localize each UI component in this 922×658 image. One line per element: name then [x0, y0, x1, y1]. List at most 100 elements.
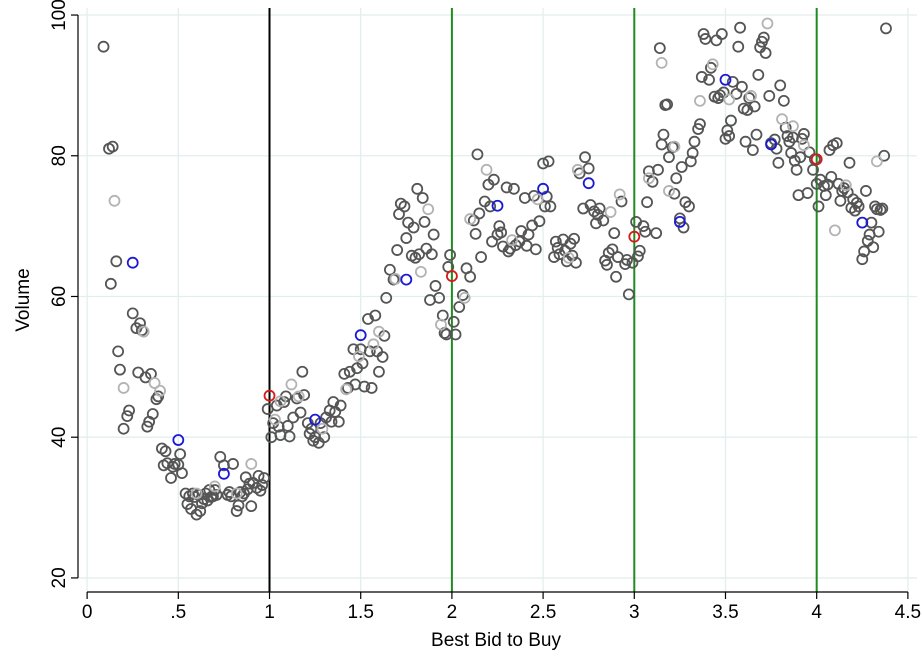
data-point-dark	[710, 34, 723, 47]
data-point-dark	[425, 248, 438, 261]
data-point-dark	[373, 365, 385, 378]
data-point-dark	[398, 200, 411, 213]
data-point-dark	[409, 251, 422, 264]
data-point-dark	[593, 202, 606, 215]
data-point-dark	[657, 128, 670, 141]
x-tick-label: 2	[447, 602, 458, 623]
data-point-light	[761, 17, 774, 30]
data-point-dark	[484, 200, 497, 213]
data-point-light	[117, 382, 130, 394]
data-point-dark	[723, 130, 736, 142]
data-point-dark	[606, 243, 619, 256]
data-point-dark	[112, 345, 125, 358]
data-point-dark	[542, 155, 555, 168]
data-point-light	[245, 458, 258, 470]
data-point-light	[668, 140, 681, 153]
axes: 0 .5 1 1.5 2 2.5 3 3.5 4 4.5 20 40 60 80 100	[49, 0, 921, 623]
data-point-dark	[750, 128, 763, 141]
data-point-light	[190, 487, 203, 500]
data-point-dark	[544, 200, 557, 213]
data-point-light	[340, 383, 353, 396]
series-dark	[97, 21, 892, 521]
data-point-dark	[819, 189, 832, 202]
data-point-light	[389, 272, 402, 285]
data-point-dark	[464, 270, 477, 283]
data-point-light	[604, 206, 617, 218]
data-point-dark	[475, 251, 487, 263]
data-point-dark	[114, 363, 126, 376]
data-point-dark	[165, 472, 177, 484]
data-point-dark	[812, 200, 825, 213]
data-point-dark	[126, 307, 139, 320]
data-point-dark	[258, 472, 270, 484]
data-point-light	[148, 377, 161, 389]
data-point-light	[655, 56, 668, 69]
data-point-dark	[411, 182, 424, 195]
data-point-dark	[695, 71, 708, 83]
data-point-dark	[106, 140, 119, 153]
data-point-light	[414, 265, 427, 278]
data-point-light	[663, 185, 675, 197]
data-point-light	[776, 113, 788, 126]
data-point-dark	[675, 161, 688, 173]
data-point-dark	[416, 192, 429, 204]
x-tick-label: 4	[811, 602, 822, 623]
data-point-dark	[383, 263, 396, 276]
data-point-dark	[194, 505, 207, 517]
data-point-dark	[473, 207, 486, 220]
data-point-blue	[126, 256, 139, 269]
data-point-dark	[407, 221, 420, 234]
data-point-dark	[362, 313, 374, 325]
data-point-dark	[637, 220, 650, 233]
data-point-dark	[117, 422, 130, 435]
data-point-dark	[97, 40, 110, 53]
data-point-dark	[825, 170, 838, 183]
data-point-dark	[104, 277, 117, 290]
data-point-dark	[227, 458, 239, 470]
data-point-dark	[508, 182, 520, 195]
data-point-dark	[537, 157, 549, 170]
data-point-dark	[166, 460, 179, 473]
data-point-dark	[872, 225, 885, 238]
x-tick-label: 2.5	[530, 602, 556, 623]
data-point-dark	[380, 291, 393, 304]
data-point-dark	[721, 124, 734, 137]
data-point-light	[870, 155, 883, 168]
data-point-dark	[757, 31, 770, 44]
data-point-dark	[529, 243, 542, 256]
data-point-dark	[325, 415, 338, 428]
data-point-dark	[650, 227, 663, 240]
y-tick-label: 40	[49, 427, 70, 448]
data-point-dark	[653, 42, 666, 55]
data-point-dark	[358, 380, 371, 393]
data-point-blue	[218, 467, 230, 480]
data-point-dark	[652, 163, 664, 176]
data-point-dark	[210, 489, 223, 501]
data-point-dark	[732, 40, 745, 53]
data-point-dark	[176, 467, 188, 479]
data-point-dark	[502, 245, 515, 258]
data-point-dark	[444, 249, 456, 261]
data-point-dark	[684, 155, 697, 168]
data-point-light	[285, 378, 298, 391]
data-point-dark	[283, 430, 296, 443]
data-point-light	[154, 384, 166, 397]
data-point-light	[316, 422, 329, 435]
data-point-dark	[123, 404, 135, 417]
data-point-dark	[342, 382, 354, 394]
data-point-blue	[354, 329, 367, 342]
data-point-dark	[391, 244, 404, 256]
data-point-light	[571, 163, 584, 176]
data-point-dark	[356, 357, 369, 370]
data-point-light	[642, 172, 655, 185]
data-point-dark	[597, 214, 610, 227]
data-point-dark	[429, 280, 442, 292]
data-point-dark	[781, 130, 794, 142]
y-tick-label: 80	[49, 145, 70, 166]
data-point-dark	[577, 202, 590, 215]
data-point-dark	[874, 204, 887, 216]
data-point-dark	[715, 28, 728, 40]
data-point-light	[435, 318, 447, 331]
series-red	[263, 153, 823, 402]
data-point-dark	[834, 194, 847, 207]
